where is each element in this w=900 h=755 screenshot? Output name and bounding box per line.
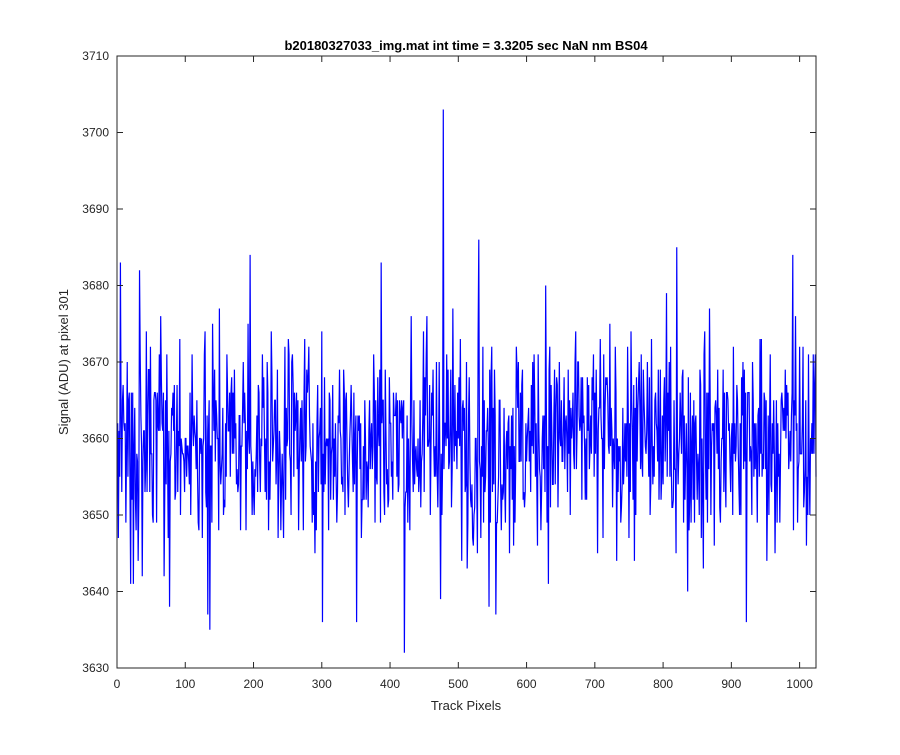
series-layer bbox=[117, 109, 817, 653]
x-tick-label: 1000 bbox=[786, 677, 813, 691]
y-tick-label: 3670 bbox=[82, 355, 109, 369]
y-axis-label: Signal (ADU) at pixel 301 bbox=[56, 289, 71, 435]
x-axis: 0 100 200 300 400 500 600 700 800 900 1000 bbox=[114, 56, 813, 691]
x-tick-label: 300 bbox=[312, 677, 332, 691]
x-tick-label: 400 bbox=[380, 677, 400, 691]
series-line bbox=[117, 109, 817, 653]
x-axis-label: Track Pixels bbox=[431, 698, 502, 713]
chart-title: b20180327033_img.mat int time = 3.3205 s… bbox=[284, 38, 648, 53]
x-tick-label: 0 bbox=[114, 677, 121, 691]
x-tick-label: 900 bbox=[721, 677, 741, 691]
y-tick-label: 3710 bbox=[82, 49, 109, 63]
y-tick-label: 3630 bbox=[82, 661, 109, 675]
y-tick-label: 3650 bbox=[82, 508, 109, 522]
x-tick-label: 100 bbox=[175, 677, 195, 691]
y-tick-label: 3640 bbox=[82, 585, 109, 599]
y-tick-label: 3680 bbox=[82, 279, 109, 293]
x-tick-label: 200 bbox=[244, 677, 264, 691]
x-tick-label: 800 bbox=[653, 677, 673, 691]
y-axis: 3630 3640 3650 3660 3670 3680 3690 3700 3710 bbox=[82, 49, 816, 675]
x-tick-label: 600 bbox=[517, 677, 537, 691]
y-tick-label: 3660 bbox=[82, 432, 109, 446]
x-tick-label: 500 bbox=[448, 677, 468, 691]
y-tick-label: 3690 bbox=[82, 202, 109, 216]
x-tick-label: 700 bbox=[585, 677, 605, 691]
y-tick-label: 3700 bbox=[82, 126, 109, 140]
